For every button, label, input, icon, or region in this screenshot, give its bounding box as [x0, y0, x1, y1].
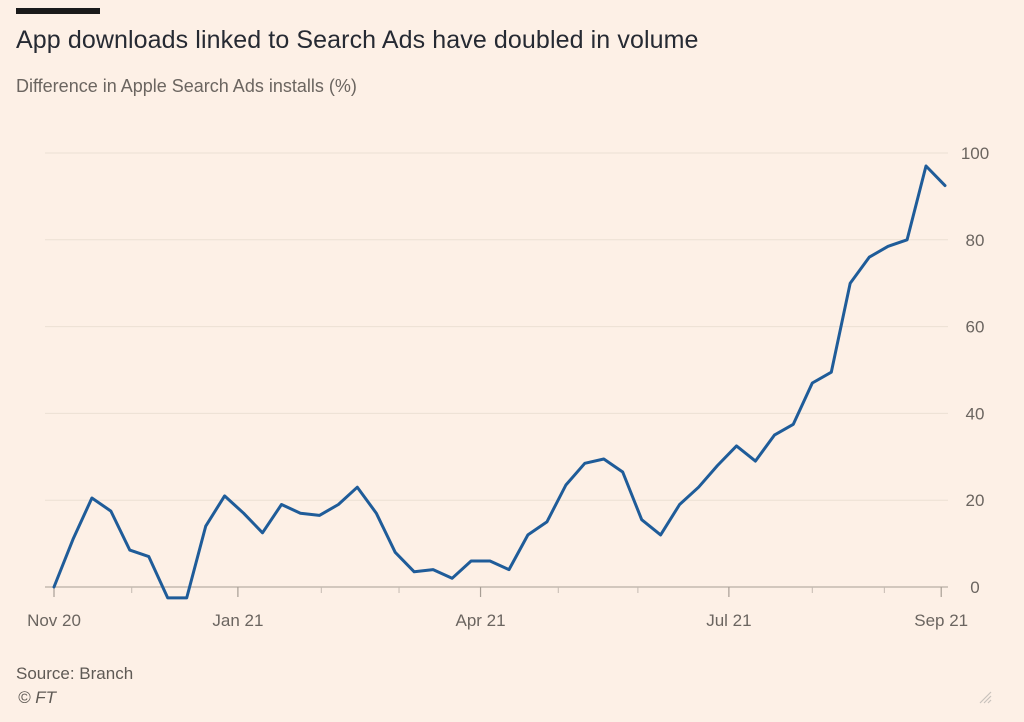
data-point [128, 549, 131, 552]
data-point [185, 596, 188, 599]
data-point [508, 568, 511, 571]
y-tick-label: 60 [966, 318, 985, 337]
chart-subtitle: Difference in Apple Search Ads installs … [16, 76, 357, 96]
data-point [640, 518, 643, 521]
x-tick-label: Jul 21 [706, 611, 751, 630]
series-line [52, 164, 947, 600]
x-tick-label: Sep 21 [914, 611, 968, 630]
data-point [91, 497, 94, 500]
x-tick-label: Jan 21 [212, 611, 263, 630]
chart-title: App downloads linked to Search Ads have … [16, 26, 699, 54]
data-point [792, 423, 795, 426]
x-axis: Nov 20 Jan 21 Apr 21 Jul 21 Sep 21 [27, 586, 968, 630]
x-tick-label: Apr 21 [455, 611, 505, 630]
data-point [906, 238, 909, 241]
data-point [223, 494, 226, 497]
data-point [887, 245, 890, 248]
data-point [868, 256, 871, 259]
y-tick-label: 100 [961, 144, 989, 163]
data-point [375, 512, 378, 515]
data-point [849, 282, 852, 285]
data-point [773, 434, 776, 437]
data-point [925, 165, 928, 168]
data-point [564, 484, 567, 487]
data-point [659, 534, 662, 537]
data-point [811, 382, 814, 385]
series-layer [52, 164, 947, 600]
data-point [147, 555, 150, 558]
data-point [394, 551, 397, 554]
data-point [754, 460, 757, 463]
data-point [716, 464, 719, 467]
data-point [678, 503, 681, 506]
data-point [583, 462, 586, 465]
data-point [166, 596, 169, 599]
data-point [545, 521, 548, 524]
y-tick-label: 40 [966, 404, 985, 423]
data-point [451, 577, 454, 580]
data-point [432, 568, 435, 571]
resize-grip-icon [979, 691, 992, 704]
grid-lines [45, 152, 948, 501]
x-tick-label: Nov 20 [27, 611, 81, 630]
data-point [527, 534, 530, 537]
data-point [413, 570, 416, 573]
copyright-note: © FT [18, 688, 57, 707]
data-point [356, 486, 359, 489]
data-point [204, 525, 207, 528]
y-tick-label: 80 [966, 231, 985, 250]
data-point [299, 512, 302, 515]
data-point [72, 538, 75, 541]
data-point [318, 514, 321, 517]
data-point [261, 531, 264, 534]
data-point [697, 486, 700, 489]
data-point [602, 458, 605, 461]
data-point [242, 512, 245, 515]
data-point [470, 560, 473, 563]
data-point [944, 184, 947, 187]
data-point [621, 471, 624, 474]
y-axis-labels: 0 20 40 60 80 100 [961, 144, 989, 597]
top-rule [16, 8, 100, 14]
data-point [337, 503, 340, 506]
data-point [109, 510, 112, 513]
data-point [830, 371, 833, 374]
y-tick-label: 0 [970, 578, 979, 597]
data-point [489, 560, 492, 563]
y-tick-label: 20 [966, 491, 985, 510]
data-point [280, 503, 283, 506]
data-point [735, 445, 738, 448]
source-note: Source: Branch [16, 664, 134, 683]
data-point [53, 586, 56, 589]
